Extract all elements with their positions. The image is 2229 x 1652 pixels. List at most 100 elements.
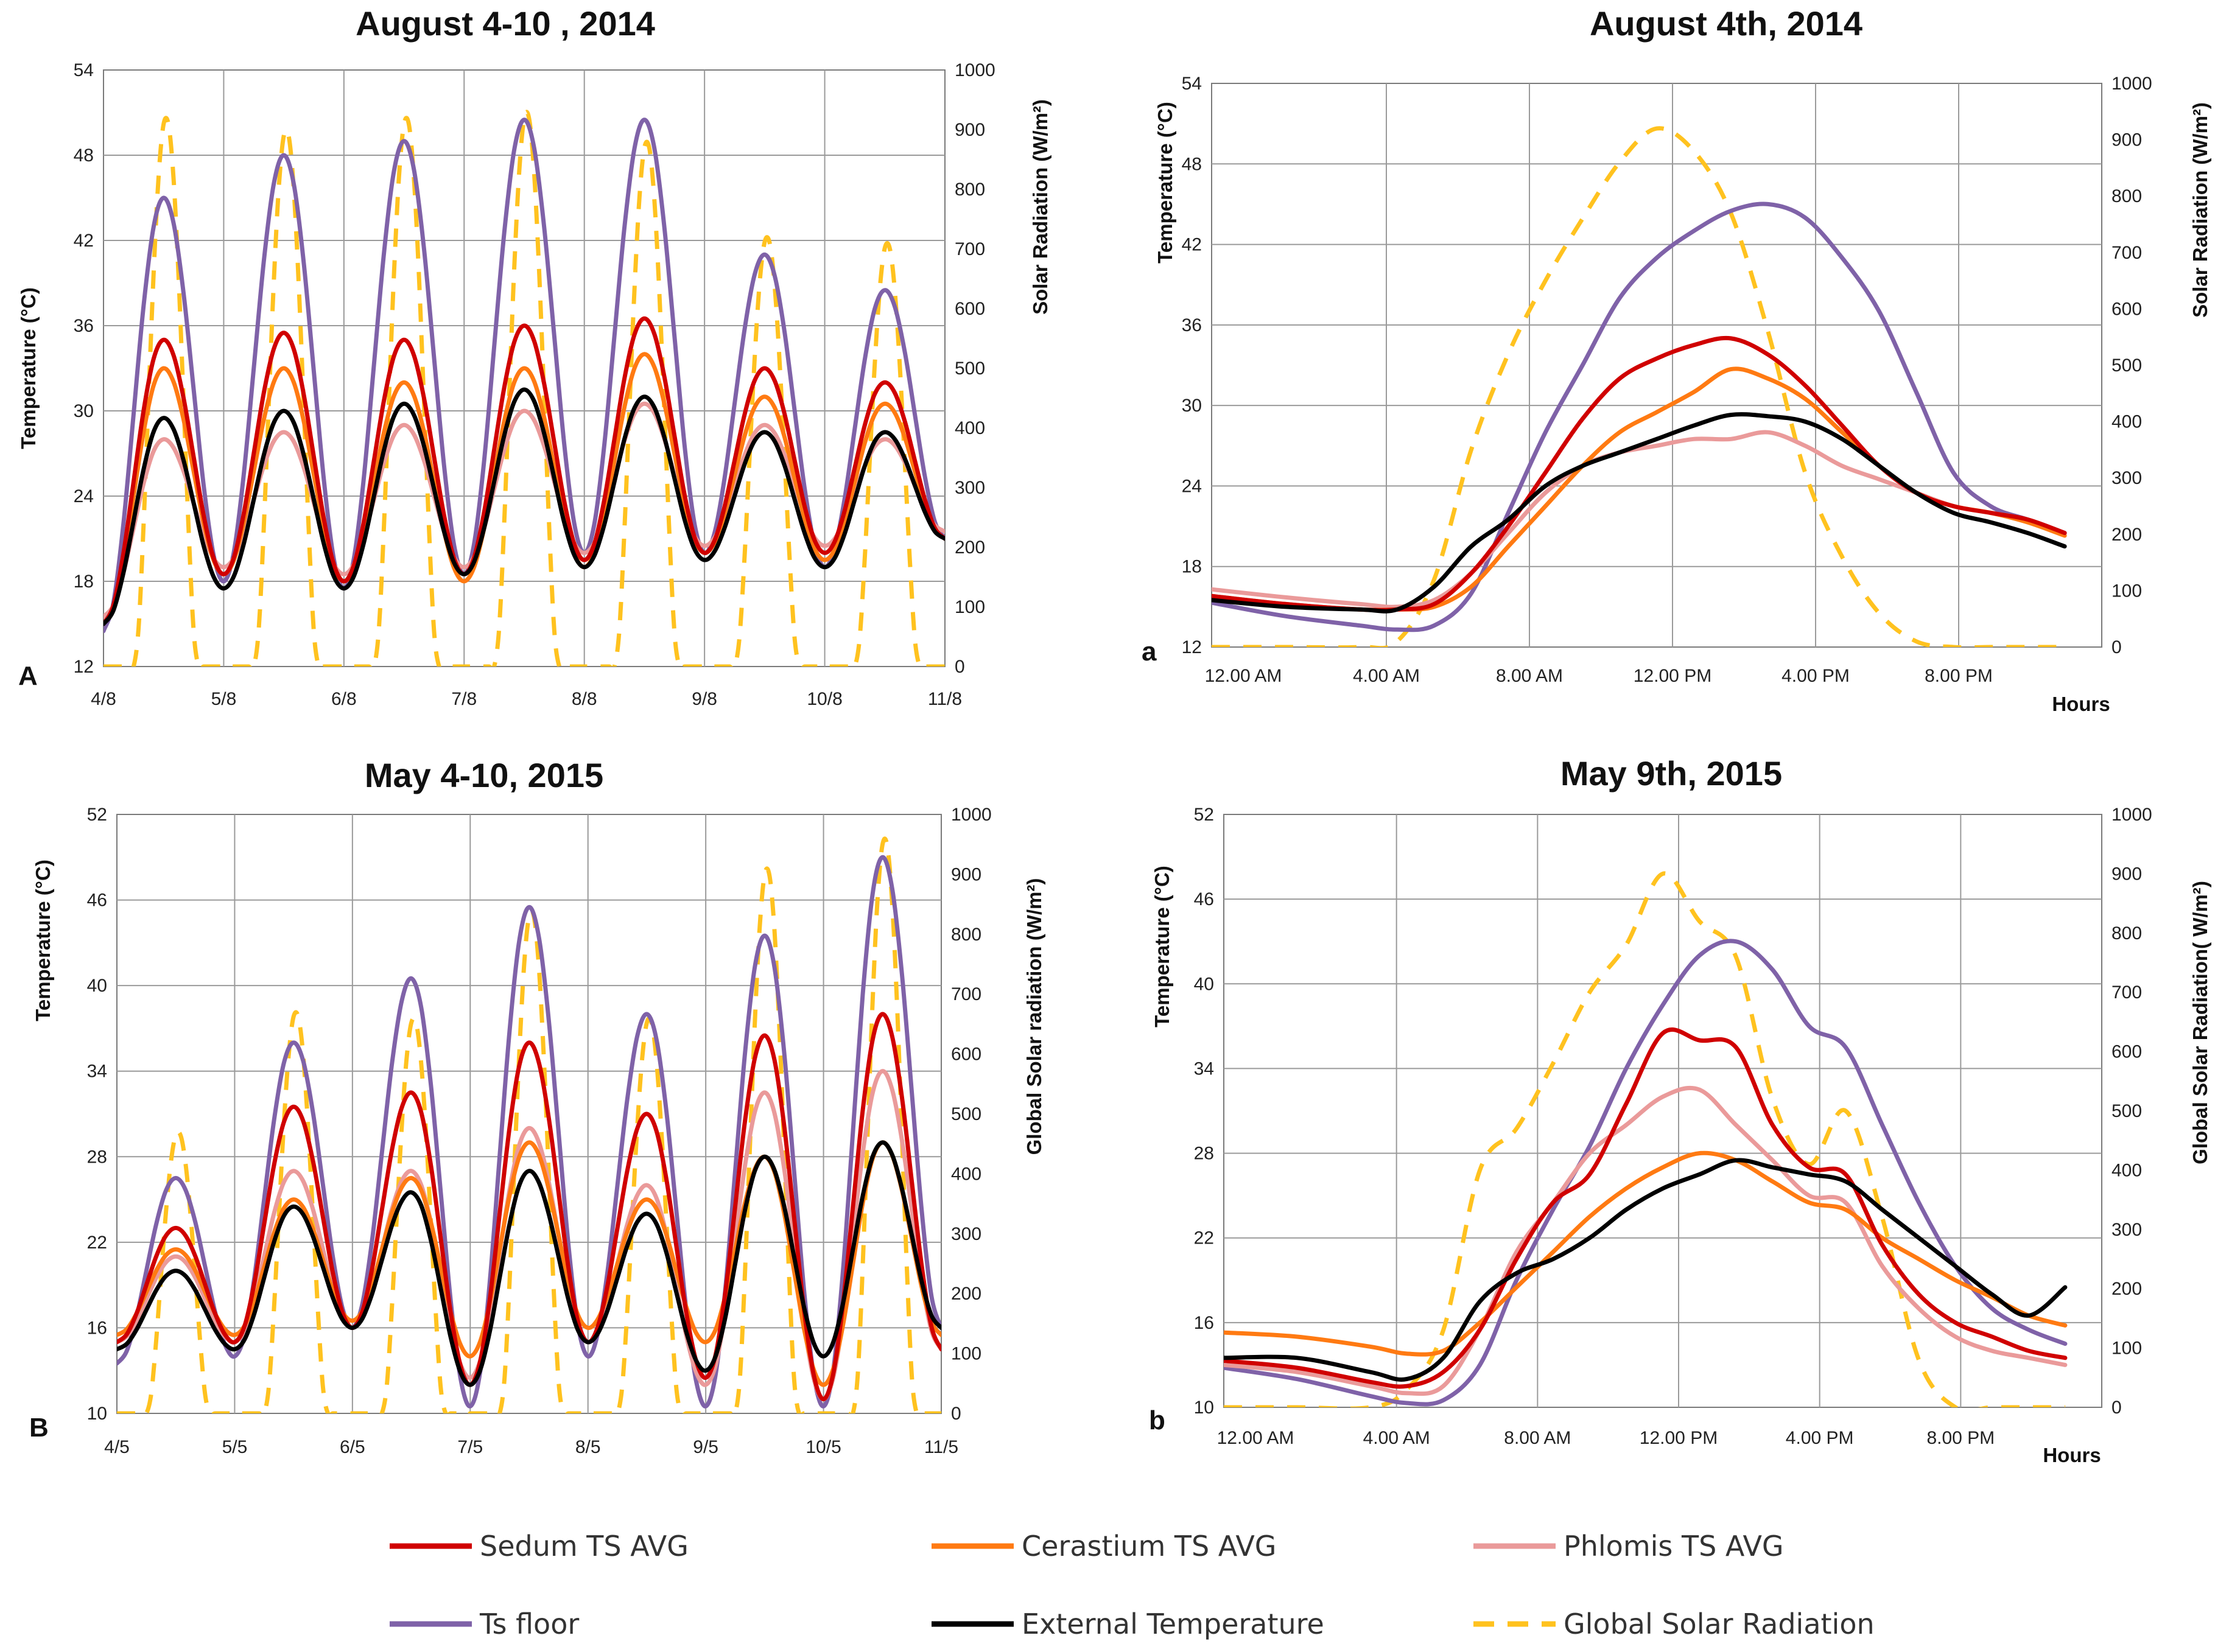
x-tick-label: 9/8: [692, 689, 717, 709]
y-tick-label: 30: [1182, 396, 1202, 416]
series-group: [117, 836, 941, 1413]
y2-axis-label: Solar Radiation (W/m²): [1029, 99, 1051, 315]
series-group: [1224, 871, 2068, 1407]
y2-tick-label: 1000: [2111, 74, 2152, 94]
legend-item-sedum: Sedum TS AVG: [390, 1530, 689, 1563]
chart-title: August 4th, 2014: [1590, 4, 1862, 43]
x-tick-label: 10/5: [806, 1437, 841, 1457]
y2-tick-label: 0: [951, 1404, 961, 1424]
x-tick-label: 6/5: [340, 1437, 365, 1457]
x-tick-label: 4.00 PM: [1786, 1428, 1854, 1448]
y2-tick-label: 200: [2111, 525, 2142, 545]
y2-tick-label: 600: [951, 1045, 981, 1065]
y2-tick-label: 100: [2111, 581, 2142, 601]
x-tick-label: 5/8: [211, 689, 237, 709]
y-tick-label: 46: [87, 891, 107, 911]
y-tick-label: 48: [1182, 154, 1202, 174]
legend-item-ext: External Temperature: [932, 1608, 1324, 1640]
y-tick-label: 48: [74, 145, 94, 166]
y-tick-label: 30: [74, 401, 94, 421]
y2-tick-label: 900: [2111, 130, 2142, 150]
y2-tick-label: 900: [951, 864, 981, 884]
series-line-ext: [117, 1140, 941, 1387]
chart-title: May 4-10, 2015: [365, 756, 603, 794]
y-tick-label: 12: [1182, 637, 1202, 657]
panel-letter: B: [29, 1413, 49, 1443]
y-axis-label: Temperature (°C): [17, 287, 40, 449]
y2-tick-label: 200: [951, 1284, 981, 1304]
series-line-rad: [117, 836, 941, 1413]
y-tick-label: 40: [1194, 974, 1214, 994]
chart-panel-A: 12 18 24 30 36 42 48 54 0 100 200 300 400 500 600 700 80…: [17, 4, 1051, 709]
y2-tick-label: 1000: [951, 805, 992, 825]
y2-tick-label: 0: [955, 657, 965, 677]
chart-panel-a: 12 18 24 30 36 42 48 54 0 100 200 300 400 500 600 700 80…: [1142, 4, 2211, 715]
x-tick-label: 12.00 PM: [1640, 1428, 1718, 1448]
series-line-phlomis: [1224, 1085, 2068, 1396]
y-tick-label: 22: [1194, 1228, 1214, 1248]
chart-panel-B: 10 16 22 28 34 40 46 52 0 100 200 300 400 500 600 700 80…: [29, 756, 1045, 1457]
series-line-floor: [1224, 939, 2068, 1407]
y2-tick-label: 700: [2111, 243, 2142, 263]
x-tick-label: 12.00 AM: [1205, 666, 1282, 686]
y2-tick-label: 100: [2111, 1339, 2142, 1359]
legend-label: Global Solar Radiation: [1564, 1608, 1875, 1640]
legend-item-floor: Ts floor: [390, 1608, 579, 1640]
y2-tick-label: 900: [955, 120, 985, 140]
y2-tick-label: 900: [2111, 864, 2142, 884]
y2-tick-label: 400: [2111, 412, 2142, 432]
x-tick-label: 7/8: [451, 689, 477, 709]
legend-label: Phlomis TS AVG: [1564, 1530, 1784, 1563]
y2-tick-label: 1000: [955, 60, 995, 80]
x-tick-label: 11/5: [924, 1437, 958, 1457]
panel-letter: a: [1142, 637, 1157, 667]
y-tick-label: 54: [74, 60, 94, 80]
y2-tick-label: 800: [955, 180, 985, 200]
y2-tick-label: 800: [2111, 923, 2142, 943]
x-tick-label: 11/8: [928, 689, 962, 709]
y-tick-label: 34: [87, 1062, 107, 1082]
series-line-rad: [1224, 871, 2065, 1407]
y2-tick-label: 500: [2111, 355, 2142, 376]
x-tick-label: 5/5: [222, 1437, 248, 1457]
series-line-sedum: [117, 1012, 941, 1402]
y-axis-label: Temperature (°C): [32, 859, 54, 1021]
x-tick-label: 8.00 AM: [1496, 666, 1563, 686]
x-axis-label: Hours: [2043, 1444, 2101, 1466]
x-tick-label: 8.00 PM: [1925, 666, 1993, 686]
y-tick-label: 12: [74, 657, 94, 677]
legend-item-cerastium: Cerastium TS AVG: [932, 1530, 1276, 1563]
chart-title: August 4-10 , 2014: [356, 4, 655, 43]
x-tick-label: 4/5: [104, 1437, 130, 1457]
y-tick-label: 28: [87, 1147, 107, 1167]
y2-tick-label: 0: [2111, 637, 2122, 657]
y2-axis-label: Global Solar radiation (W/m²): [1023, 878, 1045, 1155]
y-tick-label: 46: [1194, 889, 1214, 909]
y-tick-label: 40: [87, 976, 107, 996]
x-tick-label: 4.00 AM: [1363, 1428, 1430, 1448]
legend-label: Cerastium TS AVG: [1022, 1530, 1276, 1563]
y-tick-label: 10: [87, 1404, 107, 1424]
plot-area: [116, 814, 942, 1414]
series-line-cerastium: [1224, 1150, 2068, 1357]
y2-tick-label: 1000: [2111, 805, 2152, 825]
y-tick-label: 10: [1194, 1398, 1214, 1418]
x-tick-label: 7/5: [457, 1437, 483, 1457]
y-tick-label: 34: [1194, 1059, 1214, 1079]
panel-letter: A: [18, 661, 38, 691]
y2-tick-label: 400: [955, 418, 985, 438]
x-tick-label: 8.00 PM: [1926, 1428, 1995, 1448]
y-tick-label: 16: [87, 1318, 107, 1338]
y2-tick-label: 300: [955, 478, 985, 498]
chart-panel-b: 10 16 22 28 34 40 46 52 0 100 200 300 400 500 600 700 80…: [1149, 754, 2211, 1466]
legend-item-phlomis: Phlomis TS AVG: [1473, 1530, 1784, 1563]
y2-tick-label: 700: [955, 239, 985, 259]
y-tick-label: 42: [74, 231, 94, 251]
y2-tick-label: 100: [951, 1344, 981, 1364]
x-tick-label: 4/8: [91, 689, 116, 709]
y-tick-label: 28: [1194, 1144, 1214, 1164]
x-tick-label: 8/8: [572, 689, 597, 709]
y2-tick-label: 500: [951, 1104, 981, 1124]
series-line-ext: [1224, 1158, 2068, 1382]
